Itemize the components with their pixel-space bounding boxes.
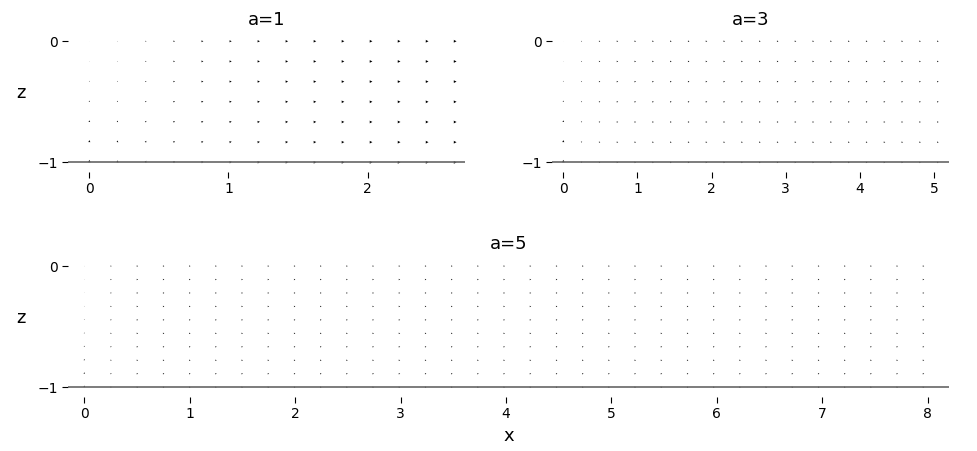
Y-axis label: z: z [17,308,25,327]
Title: a=5: a=5 [489,235,527,253]
Title: a=1: a=1 [248,11,285,28]
Title: a=3: a=3 [731,11,769,28]
Y-axis label: z: z [17,84,25,102]
X-axis label: x: x [503,427,513,445]
